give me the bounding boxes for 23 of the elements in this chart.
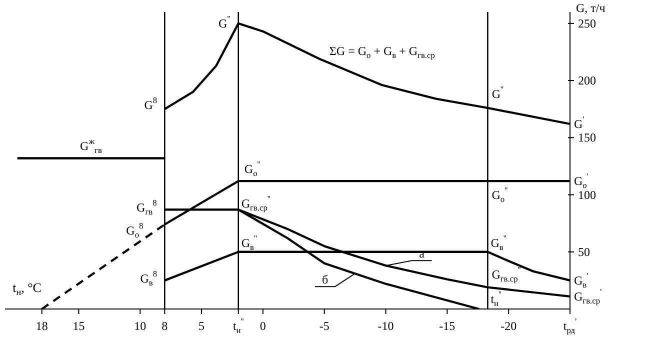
annotation: G$^{''}$ bbox=[218, 14, 231, 30]
x-tick-label: -5 bbox=[319, 319, 330, 333]
x-axis-title: t$_{н}$, °C bbox=[12, 280, 42, 297]
x-tick-label: -15 bbox=[439, 319, 456, 333]
x-tick-label: 0 bbox=[260, 319, 266, 333]
y-axis-title: G, т/ч bbox=[576, 1, 606, 15]
y-tick-label: 250 bbox=[578, 16, 596, 30]
x-tick-label: 5 bbox=[198, 319, 205, 333]
annotation: б bbox=[322, 272, 328, 287]
x-tick-label: 15 bbox=[72, 319, 85, 333]
y-tick-label: 50 bbox=[578, 244, 590, 259]
y-tick-label: 100 bbox=[578, 188, 596, 202]
x-tick-label: -10 bbox=[378, 319, 394, 333]
annotation: G$^{8}$ bbox=[144, 96, 158, 112]
y-tick-label: 200 bbox=[578, 74, 596, 88]
x-tick-label: 18 bbox=[36, 319, 48, 333]
x-tick-label: 8 bbox=[162, 319, 168, 333]
x-tick-label: 10 bbox=[134, 319, 146, 333]
x-tick-label: -20 bbox=[500, 319, 517, 333]
annotation: G$^{''}$ bbox=[492, 84, 504, 101]
annotation: ΣG = G$_{о}$ + G$_{в}$ + G$_{гв.ср}$ bbox=[329, 44, 435, 60]
annotation: G$^{'}$ bbox=[574, 114, 585, 131]
y-tick-label: 150 bbox=[578, 130, 596, 145]
